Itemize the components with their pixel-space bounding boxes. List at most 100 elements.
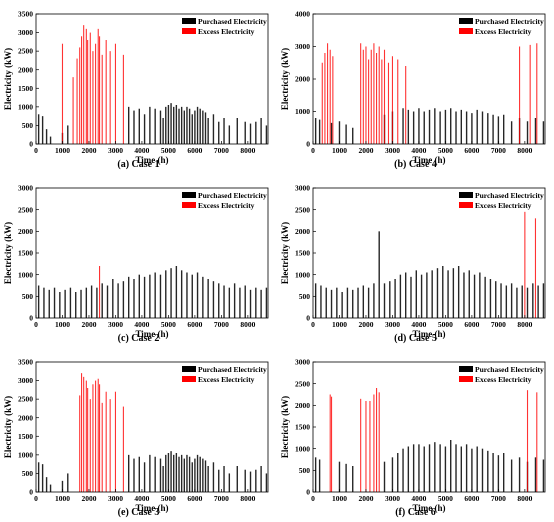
x-tick-label: 6000 [464, 320, 479, 329]
x-tick-label: 2000 [81, 320, 96, 329]
caption-d: (d) Case 5 [394, 333, 437, 344]
x-tick-label: 5000 [161, 320, 176, 329]
x-tick-label: 6000 [464, 146, 479, 155]
y-tick-label: 3500 [18, 358, 33, 367]
y-tick-label: 2000 [18, 65, 33, 74]
x-tick-label: 1000 [332, 146, 347, 155]
x-tick-label: 6000 [464, 494, 479, 503]
y-tick-label: 500 [299, 292, 311, 301]
y-tick-label: 1000 [295, 444, 310, 453]
purchased-series [37, 103, 268, 144]
x-axis-label: Time (h) [135, 503, 168, 513]
legend-swatch [459, 366, 473, 372]
x-tick-label: 5000 [438, 146, 453, 155]
legend-swatch [182, 376, 196, 382]
x-tick-label: 8000 [240, 494, 255, 503]
x-tick-label: 7000 [214, 494, 229, 503]
y-tick-label: 2000 [295, 401, 310, 410]
y-axis-label: Electricity (kW) [280, 48, 290, 110]
y-tick-label: 0 [306, 140, 310, 149]
y-tick-label: 3000 [295, 358, 310, 367]
y-tick-label: 0 [306, 314, 310, 323]
legend-label: Purchased Electricity [475, 365, 544, 374]
y-tick-label: 3000 [18, 376, 33, 385]
y-tick-label: 3000 [295, 184, 310, 193]
chart-c: 0 1000 2000 3000 4000 5000 6000 7000 8000 0 500 100… [3, 184, 269, 339]
y-tick-label: 1500 [18, 249, 33, 258]
legend-label: Excess Electricity [475, 27, 532, 36]
y-tick-label: 2000 [295, 227, 310, 236]
x-tick-label: 5000 [161, 494, 176, 503]
x-tick-label: 0 [311, 146, 315, 155]
legend-swatch [459, 202, 473, 208]
x-tick-label: 4000 [411, 146, 426, 155]
chart-f: 0 1000 2000 3000 4000 5000 6000 7000 8000 0 500 100… [280, 358, 546, 513]
caption-c: (c) Case 2 [117, 333, 160, 344]
legend-label: Purchased Electricity [475, 191, 544, 200]
x-tick-label: 7000 [214, 146, 229, 155]
legend-label: Excess Electricity [198, 201, 255, 210]
y-tick-label: 1500 [18, 84, 33, 93]
excess-series [524, 211, 537, 318]
x-tick-label: 5000 [161, 146, 176, 155]
legend-swatch [182, 18, 196, 24]
x-tick-label: 0 [311, 494, 315, 503]
purchased-series [37, 451, 268, 492]
x-axis-label: Time (h) [412, 155, 445, 165]
legend-label: Purchased Electricity [475, 17, 544, 26]
y-tick-label: 2500 [295, 205, 310, 214]
legend-label: Purchased Electricity [198, 17, 267, 26]
chart-e: 0 1000 2000 3000 4000 5000 6000 7000 8000 0 500 100… [3, 358, 269, 513]
legend-swatch [459, 18, 473, 24]
y-tick-label: 500 [22, 292, 34, 301]
x-tick-label: 7000 [491, 494, 506, 503]
x-tick-label: 4000 [134, 494, 149, 503]
x-tick-label: 3000 [108, 494, 123, 503]
x-tick-label: 3000 [385, 494, 400, 503]
y-axis-label: Electricity (kW) [3, 396, 13, 458]
legend-swatch [182, 202, 196, 208]
chart-b: 0 1000 2000 3000 4000 5000 6000 7000 8000 0 1000 20… [280, 10, 546, 165]
legend-label: Excess Electricity [475, 375, 532, 384]
x-axis-label: Time (h) [412, 503, 445, 513]
x-tick-label: 1000 [55, 320, 70, 329]
y-tick-label: 1000 [295, 107, 310, 116]
y-tick-label: 0 [29, 140, 33, 149]
excess-series [79, 373, 124, 492]
caption-e: (e) Case 3 [117, 507, 160, 518]
x-axis-label: Time (h) [412, 329, 445, 339]
x-tick-label: 0 [34, 320, 38, 329]
legend-swatch [182, 366, 196, 372]
x-tick-label: 2000 [358, 146, 373, 155]
x-tick-label: 3000 [108, 146, 123, 155]
x-tick-label: 8000 [240, 320, 255, 329]
x-axis-label: Time (h) [135, 155, 168, 165]
legend-swatch [459, 28, 473, 34]
panel-a: 0 1000 2000 3000 4000 5000 6000 7000 8000 0 500 100… [0, 0, 277, 174]
x-tick-label: 5000 [438, 494, 453, 503]
x-tick-label: 2000 [358, 320, 373, 329]
x-tick-label: 7000 [491, 320, 506, 329]
y-tick-label: 3000 [18, 28, 33, 37]
legend-swatch [182, 192, 196, 198]
y-axis-label: Electricity (kW) [3, 48, 13, 110]
y-tick-label: 500 [22, 469, 34, 478]
legend-swatch [459, 376, 473, 382]
y-tick-label: 1000 [18, 450, 33, 459]
x-tick-label: 1000 [332, 320, 347, 329]
legend-label: Purchased Electricity [198, 365, 267, 374]
excess-series [321, 43, 538, 144]
purchased-series [314, 231, 545, 318]
caption-a: (a) Case 1 [117, 159, 160, 170]
x-tick-label: 0 [34, 146, 38, 155]
excess-series [329, 388, 538, 492]
y-tick-label: 2500 [18, 47, 33, 56]
x-tick-label: 8000 [240, 146, 255, 155]
x-tick-label: 8000 [517, 146, 532, 155]
x-tick-label: 1000 [332, 494, 347, 503]
